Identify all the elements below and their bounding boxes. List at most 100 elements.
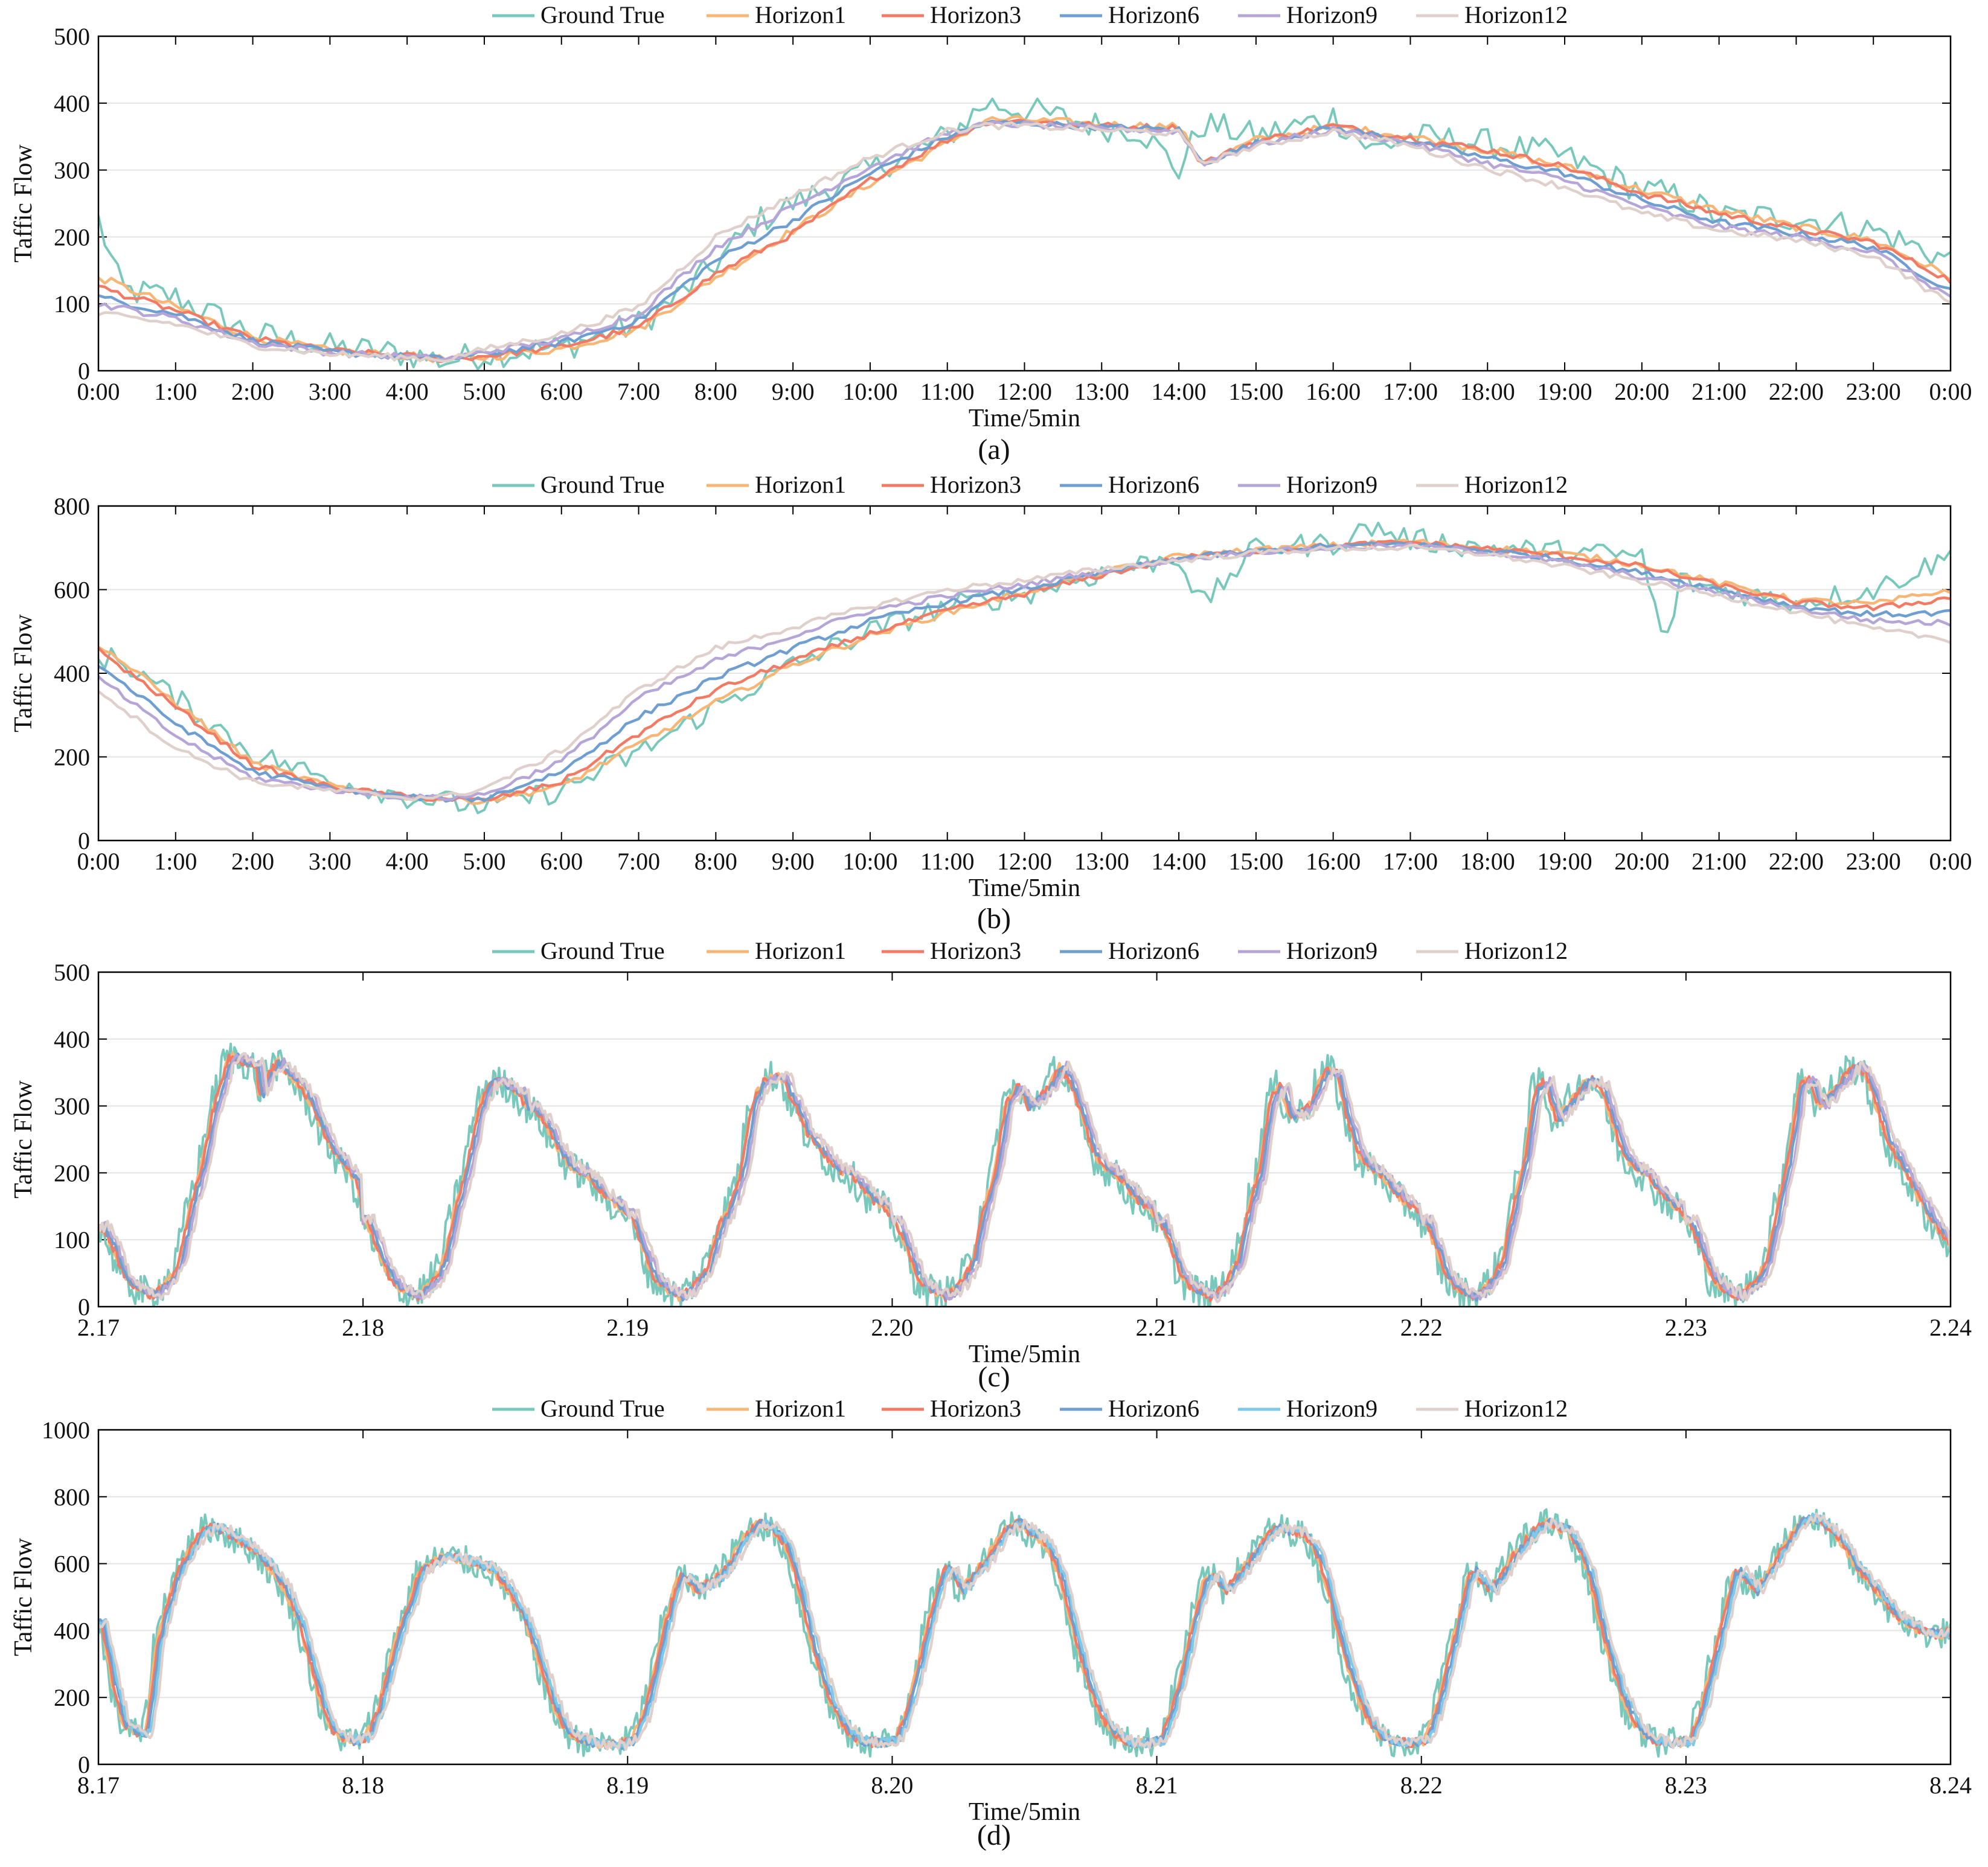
x-tick-label: 5:00 xyxy=(463,848,505,875)
x-tick-label: 8.21 xyxy=(1136,1772,1178,1799)
x-tick-label: 4:00 xyxy=(386,848,429,875)
legend-label: Ground True xyxy=(540,937,665,964)
legend-label: Horizon3 xyxy=(930,1,1021,28)
x-tick-label: 0:00 xyxy=(77,378,120,405)
series-line-horizon12 xyxy=(98,543,1951,802)
y-axis-label: Taffic Flow xyxy=(10,1080,37,1198)
x-tick-label: 2.20 xyxy=(871,1314,913,1341)
x-tick-label: 13:00 xyxy=(1074,848,1129,875)
x-tick-label: 1:00 xyxy=(154,848,197,875)
y-tick-label: 300 xyxy=(54,157,90,184)
x-tick-label: 2.21 xyxy=(1136,1314,1178,1341)
series-line-horizon3 xyxy=(98,1514,1951,1749)
x-tick-label: 19:00 xyxy=(1537,378,1592,405)
y-tick-label: 0 xyxy=(78,1293,90,1321)
y-tick-label: 300 xyxy=(54,1093,90,1120)
y-tick-label: 600 xyxy=(54,1551,90,1578)
panel-a: 0 100 200 300 400 500 0:00 1:00 2:00 3:00 4:00 5:00… xyxy=(10,1,1972,466)
x-tick-label: 2:00 xyxy=(231,378,274,405)
x-tick-label: 23:00 xyxy=(1846,378,1901,405)
series-line-ground-true xyxy=(98,1042,1951,1307)
legend: Ground True Horizon1 Horizon3 Horizon6 Horiz… xyxy=(492,1395,1568,1422)
x-tick-label: 17:00 xyxy=(1383,848,1438,875)
axes-frame xyxy=(97,35,1952,372)
x-tick-label: 14:00 xyxy=(1152,378,1207,405)
x-tick-label: 16:00 xyxy=(1306,848,1361,875)
x-tick-label: 10:00 xyxy=(842,848,897,875)
x-tick-label: 8.20 xyxy=(871,1772,913,1799)
legend-label: Horizon9 xyxy=(1286,937,1377,964)
y-axis-label: Taffic Flow xyxy=(10,144,37,262)
series-group xyxy=(98,1042,1951,1307)
x-tick-label: 7:00 xyxy=(617,848,660,875)
x-tick-label: 9:00 xyxy=(772,378,815,405)
panel-d: 0 200 400 600 800 1000 8.17 8.18 8.19 8.20 8.21 8.2… xyxy=(10,1395,1972,1851)
x-tick-label: 23:00 xyxy=(1846,848,1901,875)
y-tick-label: 100 xyxy=(54,290,90,318)
x-tick-label: 18:00 xyxy=(1460,378,1515,405)
x-tick-label: 12:00 xyxy=(997,378,1052,405)
x-axis-label: Time/5min xyxy=(969,1798,1080,1826)
x-tick-label: 2.23 xyxy=(1665,1314,1707,1341)
legend-label: Horizon9 xyxy=(1286,1,1377,28)
x-tick-label: 10:00 xyxy=(842,378,897,405)
legend-label: Ground True xyxy=(540,1,665,28)
series-group xyxy=(98,522,1951,815)
axes-frame xyxy=(97,1429,1952,1766)
x-tick-label: 21:00 xyxy=(1691,848,1746,875)
y-tick-label: 0 xyxy=(78,1751,90,1778)
x-tick-label: 0:00 xyxy=(1929,848,1972,875)
y-axis-label: Taffic Flow xyxy=(10,613,37,732)
x-tick-label: 8:00 xyxy=(694,378,737,405)
x-tick-label: 2.18 xyxy=(342,1314,384,1341)
legend: Ground True Horizon1 Horizon3 Horizon6 Horiz… xyxy=(492,471,1568,498)
legend-label: Horizon12 xyxy=(1464,471,1568,498)
y-tick-label: 200 xyxy=(54,1159,90,1186)
legend: Ground True Horizon1 Horizon3 Horizon6 Horiz… xyxy=(492,937,1568,964)
y-tick-label: 400 xyxy=(54,90,90,117)
legend-label: Horizon12 xyxy=(1464,1395,1568,1422)
x-tick-label: 4:00 xyxy=(386,378,429,405)
x-tick-label: 19:00 xyxy=(1537,848,1592,875)
series-group xyxy=(98,97,1951,371)
y-tick-label: 0 xyxy=(78,357,90,385)
x-tick-label: 9:00 xyxy=(772,848,815,875)
x-tick-label: 11:00 xyxy=(920,378,975,405)
legend-label: Ground True xyxy=(540,1395,665,1422)
series-line-horizon12 xyxy=(98,1052,1951,1304)
x-tick-label: 6:00 xyxy=(540,848,583,875)
x-tick-label: 17:00 xyxy=(1383,378,1438,405)
y-tick-label: 400 xyxy=(54,660,90,687)
x-tick-label: 12:00 xyxy=(997,848,1052,875)
x-tick-label: 8.24 xyxy=(1929,1772,1972,1799)
x-tick-label: 22:00 xyxy=(1769,848,1824,875)
y-tick-label: 500 xyxy=(54,959,90,986)
series-line-horizon9 xyxy=(98,541,1951,802)
x-tick-label: 0:00 xyxy=(77,848,120,875)
legend-label: Horizon12 xyxy=(1464,937,1568,964)
x-tick-label: 8.18 xyxy=(342,1772,384,1799)
legend-label: Horizon3 xyxy=(930,937,1021,964)
series-line-ground-true xyxy=(98,97,1951,371)
x-tick-label: 8.19 xyxy=(606,1772,649,1799)
legend-label: Horizon3 xyxy=(930,1395,1021,1422)
legend-label: Horizon6 xyxy=(1108,471,1199,498)
x-tick-label: 11:00 xyxy=(920,848,975,875)
x-tick-label: 2.19 xyxy=(606,1314,649,1341)
series-line-horizon12 xyxy=(98,121,1951,363)
axes-frame xyxy=(97,505,1952,842)
x-tick-label: 7:00 xyxy=(617,378,660,405)
y-tick-label: 400 xyxy=(54,1617,90,1644)
panel-b: 0 200 400 600 800 0:00 1:00 2:00 3:00 4:00 5:00 6:0… xyxy=(10,471,1972,935)
x-tick-label: 15:00 xyxy=(1228,848,1283,875)
x-tick-label: 5:00 xyxy=(463,378,505,405)
y-tick-label: 600 xyxy=(54,577,90,604)
panel-caption: (a) xyxy=(978,434,1010,466)
y-tick-label: 100 xyxy=(54,1226,90,1254)
legend-label: Horizon9 xyxy=(1286,471,1377,498)
legend-label: Horizon6 xyxy=(1108,1,1199,28)
panel-c: 0 100 200 300 400 500 2.17 2.18 2.19 2.20 2.21 2.22… xyxy=(10,937,1972,1393)
legend: Ground True Horizon1 Horizon3 Horizon6 Horiz… xyxy=(492,1,1568,28)
legend-label: Horizon3 xyxy=(930,471,1021,498)
x-tick-label: 2.24 xyxy=(1929,1314,1972,1341)
